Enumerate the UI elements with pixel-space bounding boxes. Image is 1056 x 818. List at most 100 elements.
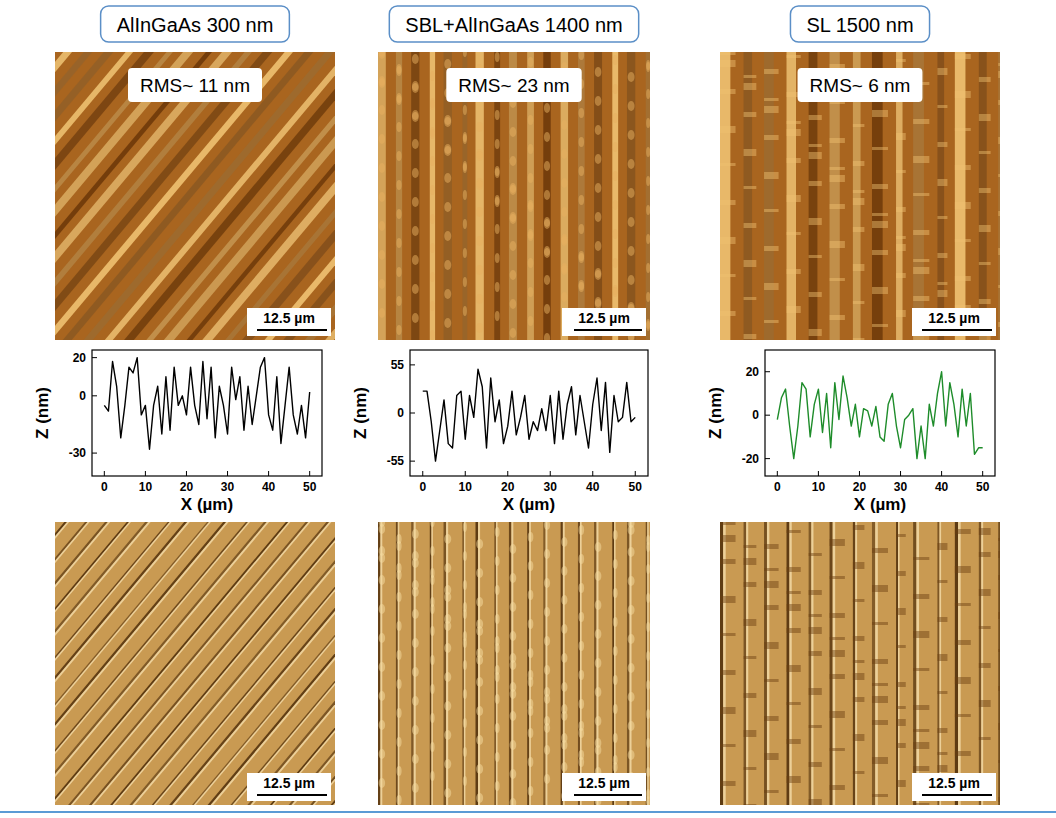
grain	[463, 747, 467, 757]
terrace	[913, 668, 929, 671]
scale-bar-box	[247, 308, 331, 336]
terrace	[764, 790, 779, 793]
stripe-shadow	[163, 573, 335, 805]
x-tick	[422, 471, 423, 476]
grain	[579, 166, 585, 176]
stripe	[998, 52, 1000, 340]
terrace	[979, 336, 991, 340]
grain	[495, 139, 500, 149]
grain	[476, 207, 483, 217]
grain	[528, 57, 534, 67]
grain	[561, 120, 567, 130]
x-tick-label: 50	[629, 480, 643, 494]
terrace	[998, 649, 1000, 652]
grain	[646, 622, 650, 632]
grain	[412, 83, 419, 93]
afm-height-image	[720, 52, 1000, 340]
grain	[579, 253, 585, 263]
terrace	[979, 626, 991, 629]
grain	[396, 621, 401, 631]
grain	[613, 733, 618, 743]
terrace	[896, 706, 906, 709]
grain	[430, 330, 434, 340]
grain	[495, 752, 500, 762]
grain	[646, 292, 650, 302]
grain	[444, 289, 451, 299]
terrace	[720, 781, 736, 786]
panel-title-box	[389, 6, 638, 42]
x-tick-label: 10	[812, 480, 826, 494]
stripe-highlight	[60, 522, 335, 805]
grain	[613, 675, 618, 685]
x-tick-label: 40	[586, 480, 600, 494]
terrace	[998, 63, 1000, 66]
terrace	[764, 209, 779, 212]
terrace	[744, 112, 757, 117]
stripe-highlight	[958, 522, 961, 805]
grain	[430, 655, 434, 665]
stripe-shadow	[55, 522, 279, 798]
terrace	[896, 645, 906, 648]
grain	[510, 270, 517, 280]
grain	[412, 112, 419, 122]
y-tick	[410, 364, 415, 365]
stripe	[411, 52, 419, 340]
grain	[646, 263, 650, 273]
grain	[379, 192, 386, 202]
x-tick-label: 0	[774, 480, 781, 494]
grain	[430, 771, 434, 781]
terrace	[955, 239, 971, 242]
terrace	[853, 301, 865, 304]
terrace	[830, 748, 845, 751]
scale-bar-line	[922, 329, 992, 331]
grain	[379, 749, 386, 759]
terrace	[896, 273, 906, 278]
terrace	[787, 665, 801, 672]
terrace	[955, 566, 971, 573]
grain	[444, 672, 451, 682]
scale-bar-line	[257, 794, 327, 796]
stripe-highlight	[177, 584, 335, 805]
stripe	[378, 52, 386, 340]
grain	[528, 706, 534, 716]
x-tick-label: 30	[221, 480, 235, 494]
terrace	[830, 138, 845, 143]
terrace	[955, 714, 971, 717]
x-tick	[104, 471, 105, 476]
terrace	[937, 142, 947, 147]
image-ground	[378, 52, 650, 340]
x-tick-label: 20	[501, 480, 515, 494]
stripe-highlight	[723, 522, 726, 805]
stripe-shadow	[175, 583, 335, 805]
stripe-highlight	[201, 604, 335, 805]
grain	[561, 292, 567, 302]
terrace	[955, 165, 971, 170]
terrace	[896, 207, 906, 212]
x-tick	[507, 471, 508, 476]
terrace	[764, 283, 779, 290]
terrace	[744, 545, 757, 548]
stripe-shadow	[764, 522, 767, 805]
terrace	[853, 264, 865, 271]
panel-title: SBL+AlInGaAs 1400 nm	[405, 14, 622, 36]
grain	[561, 236, 567, 246]
terrace	[744, 619, 757, 626]
grain	[613, 55, 618, 65]
terrace	[809, 651, 822, 656]
grain	[646, 680, 650, 690]
grain	[430, 129, 434, 139]
stripe	[124, 72, 335, 340]
terrace	[872, 622, 888, 625]
terrace	[872, 324, 888, 327]
terrace	[896, 719, 906, 726]
grain	[510, 769, 517, 779]
stripe-highlight	[213, 615, 335, 805]
y-tick	[765, 415, 770, 416]
grain	[396, 795, 401, 805]
terrace	[913, 594, 929, 599]
grain	[379, 163, 386, 173]
grain	[412, 139, 419, 149]
grain	[579, 52, 585, 60]
grain	[444, 592, 451, 602]
terrace	[830, 576, 845, 579]
